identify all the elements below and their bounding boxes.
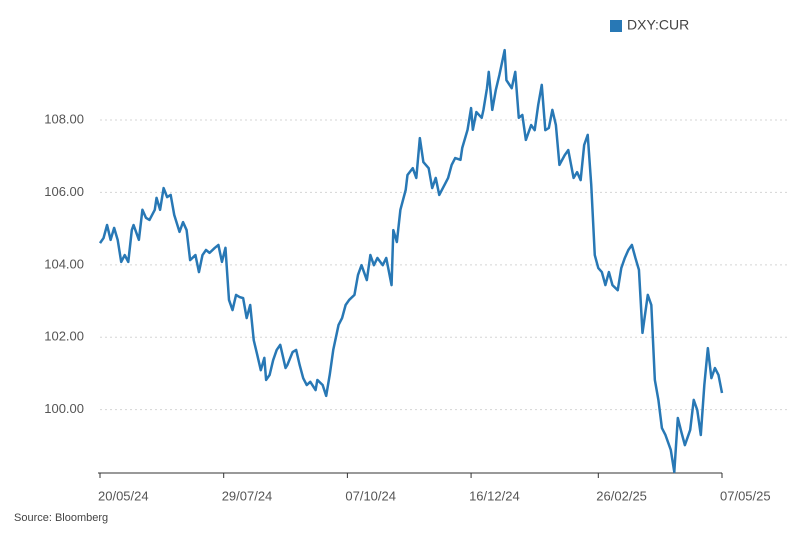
y-tick-label: 100.00 [44, 401, 84, 416]
y-tick-label: 106.00 [44, 184, 84, 199]
y-tick-label: 104.00 [44, 256, 84, 271]
x-tick-label: 07/10/24 [345, 488, 396, 503]
x-tick-label: 26/02/25 [596, 488, 647, 503]
x-tick-label: 07/05/25 [720, 488, 771, 503]
x-tick-label: 20/05/24 [98, 488, 149, 503]
y-tick-label: 108.00 [44, 111, 84, 126]
y-tick-label: 102.00 [44, 329, 84, 344]
source: Source: Bloomberg [14, 512, 108, 524]
legend-swatch [610, 20, 622, 32]
x-tick-label: 29/07/24 [222, 488, 273, 503]
x-tick-label: 16/12/24 [469, 488, 520, 503]
series-line [98, 48, 724, 474]
legend-label: DXY:CUR [627, 17, 689, 33]
